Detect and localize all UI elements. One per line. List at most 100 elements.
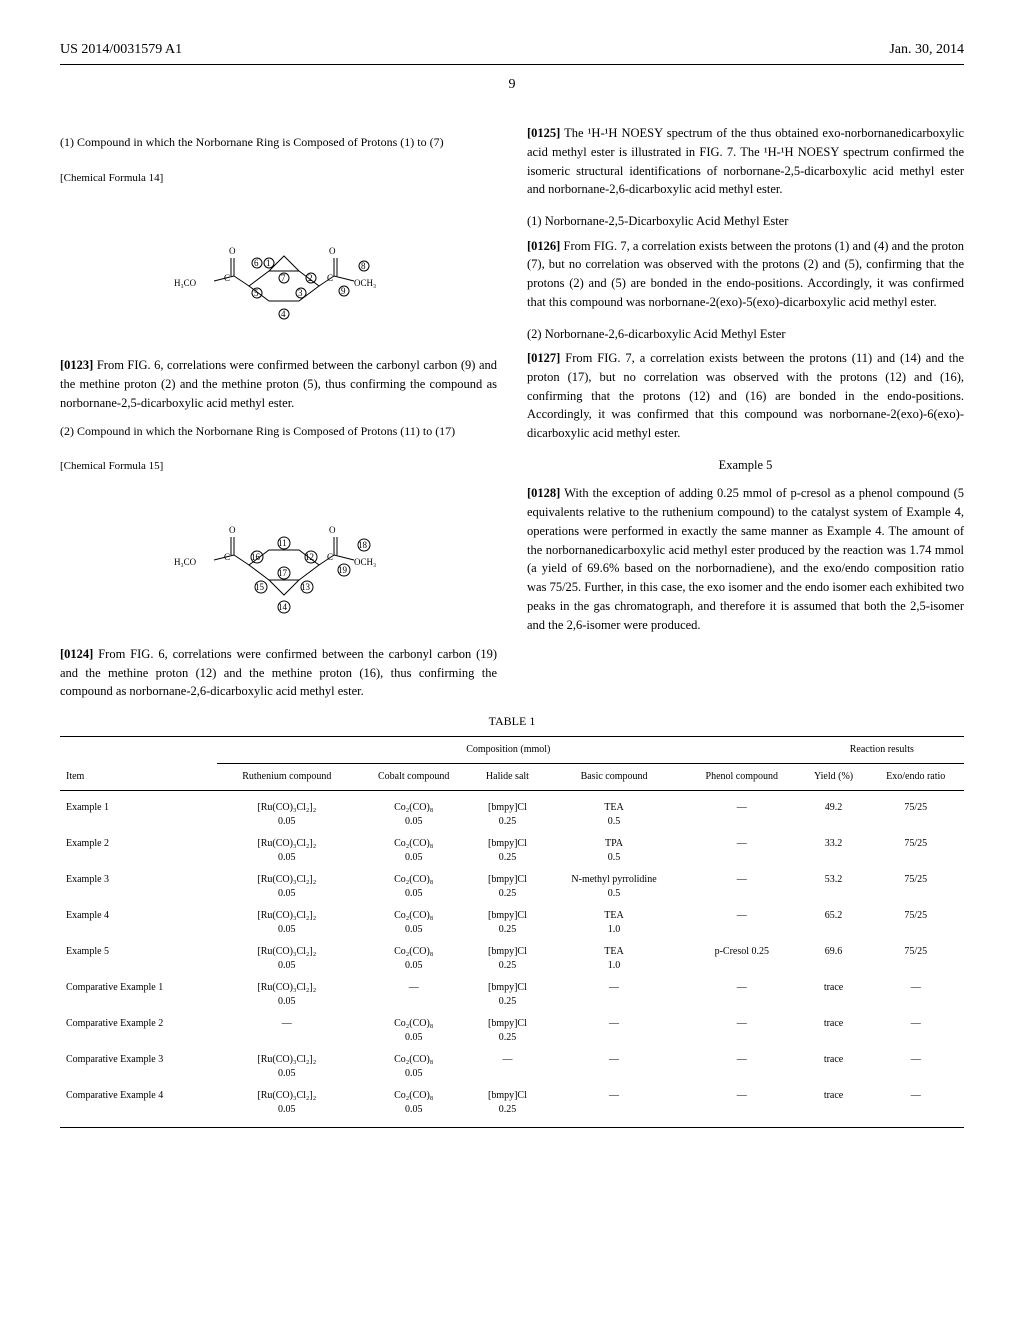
cell-ratio: —: [867, 1049, 964, 1085]
cell-item: Example 3: [60, 869, 217, 905]
page-number: 9: [60, 75, 964, 95]
th-results: Reaction results: [800, 736, 964, 763]
cell-co: Co₂(CO)₈0.05: [357, 1085, 471, 1128]
svg-text:C: C: [327, 273, 333, 283]
svg-text:12: 12: [305, 552, 314, 562]
cell-co: Co₂(CO)₈0.05: [357, 905, 471, 941]
th-basic: Basic compound: [544, 763, 684, 790]
cell-co: Co₂(CO)₈0.05: [357, 869, 471, 905]
para-0124-num: [0124]: [60, 647, 93, 661]
cell-phe: —: [684, 833, 800, 869]
formula14-label: [Chemical Formula 14]: [60, 171, 497, 186]
cell-hal: [bmpy]Cl0.25: [471, 977, 544, 1013]
para-0126-text: From FIG. 7, a correlation exists betwee…: [527, 239, 964, 309]
svg-text:8: 8: [361, 261, 366, 271]
table-row: Example 4[Ru(CO)₃Cl₂]₂0.05Co₂(CO)₈0.05[b…: [60, 905, 964, 941]
cell-yield: trace: [800, 977, 868, 1013]
para-0128-text: With the exception of adding 0.25 mmol o…: [527, 486, 964, 631]
patent-number: US 2014/0031579 A1: [60, 40, 182, 60]
cell-hal: [bmpy]Cl0.25: [471, 941, 544, 977]
main-content: (1) Compound in which the Norbornane Rin…: [60, 124, 964, 703]
cell-base: N-methyl pyrrolidine0.5: [544, 869, 684, 905]
cell-hal: [bmpy]Cl0.25: [471, 1085, 544, 1128]
para-0123-text: From FIG. 6, correlations were confirmed…: [60, 358, 497, 410]
para-0126-num: [0126]: [527, 239, 560, 253]
para-0123: [0123] From FIG. 6, correlations were co…: [60, 356, 497, 412]
svg-text:16: 16: [251, 552, 261, 562]
cell-ratio: 75/25: [867, 833, 964, 869]
cell-co: Co₂(CO)₈0.05: [357, 833, 471, 869]
th-yield: Yield (%): [800, 763, 868, 790]
cell-co: Co₂(CO)₈0.05: [357, 1013, 471, 1049]
cell-item: Comparative Example 2: [60, 1013, 217, 1049]
cell-yield: trace: [800, 1085, 868, 1128]
cell-yield: 69.6: [800, 941, 868, 977]
cell-base: —: [544, 977, 684, 1013]
cell-ratio: 75/25: [867, 790, 964, 833]
cell-ratio: 75/25: [867, 869, 964, 905]
para-0124: [0124] From FIG. 6, correlations were co…: [60, 645, 497, 701]
cell-base: —: [544, 1085, 684, 1128]
cell-yield: 33.2: [800, 833, 868, 869]
cell-ru: [Ru(CO)₃Cl₂]₂0.05: [217, 869, 357, 905]
table-row: Example 1[Ru(CO)₃Cl₂]₂0.05Co₂(CO)₈0.05[b…: [60, 790, 964, 833]
cell-ru: [Ru(CO)₃Cl₂]₂0.05: [217, 1085, 357, 1128]
cell-co: Co₂(CO)₈0.05: [357, 941, 471, 977]
cell-base: TEA0.5: [544, 790, 684, 833]
cell-item: Example 1: [60, 790, 217, 833]
th-composition: Composition (mmol): [217, 736, 800, 763]
svg-text:11: 11: [278, 538, 287, 548]
cell-item: Example 5: [60, 941, 217, 977]
right-column: [0125] The ¹H-¹H NOESY spectrum of the t…: [527, 124, 964, 703]
svg-text:6: 6: [254, 258, 259, 268]
svg-text:C: C: [224, 273, 230, 283]
th-ratio: Exo/endo ratio: [867, 763, 964, 790]
cell-ru: [Ru(CO)₃Cl₂]₂0.05: [217, 977, 357, 1013]
table-body: Example 1[Ru(CO)₃Cl₂]₂0.05Co₂(CO)₈0.05[b…: [60, 790, 964, 1127]
cell-hal: [bmpy]Cl0.25: [471, 1013, 544, 1049]
patent-date: Jan. 30, 2014: [889, 40, 964, 60]
svg-text:19: 19: [338, 565, 348, 575]
cell-ratio: 75/25: [867, 941, 964, 977]
chemical-formula-14: 1 2 3 4 5 6 7 8 9 O O OCH₃ H₃CO C C: [60, 196, 497, 336]
para-0127: [0127] From FIG. 7, a correlation exists…: [527, 349, 964, 443]
cell-ru: [Ru(CO)₃Cl₂]₂0.05: [217, 1049, 357, 1085]
cell-hal: [bmpy]Cl0.25: [471, 905, 544, 941]
cell-item: Comparative Example 3: [60, 1049, 217, 1085]
para-0125: [0125] The ¹H-¹H NOESY spectrum of the t…: [527, 124, 964, 199]
th-halide: Halide salt: [471, 763, 544, 790]
svg-text:13: 13: [301, 582, 311, 592]
cell-phe: p-Cresol 0.25: [684, 941, 800, 977]
svg-text:9: 9: [341, 286, 346, 296]
formula14-svg: 1 2 3 4 5 6 7 8 9 O O OCH₃ H₃CO C C: [169, 196, 389, 336]
svg-text:15: 15: [255, 582, 265, 592]
cell-phe: —: [684, 1013, 800, 1049]
table-row: Example 5[Ru(CO)₃Cl₂]₂0.05Co₂(CO)₈0.05[b…: [60, 941, 964, 977]
cell-co: Co₂(CO)₈0.05: [357, 1049, 471, 1085]
heading-1: (1) Norbornane-2,5-Dicarboxylic Acid Met…: [527, 213, 964, 231]
para-0126: [0126] From FIG. 7, a correlation exists…: [527, 237, 964, 312]
para-0128: [0128] With the exception of adding 0.25…: [527, 484, 964, 634]
para-0128-num: [0128]: [527, 486, 560, 500]
formula15-label: [Chemical Formula 15]: [60, 459, 497, 474]
svg-text:3: 3: [298, 288, 303, 298]
th-cobalt: Cobalt compound: [357, 763, 471, 790]
cell-phe: —: [684, 1085, 800, 1128]
table-row: Comparative Example 4[Ru(CO)₃Cl₂]₂0.05Co…: [60, 1085, 964, 1128]
para-0123-num: [0123]: [60, 358, 93, 372]
left-column: (1) Compound in which the Norbornane Rin…: [60, 124, 497, 703]
cell-ru: [Ru(CO)₃Cl₂]₂0.05: [217, 905, 357, 941]
cell-phe: —: [684, 905, 800, 941]
svg-text:2: 2: [308, 273, 313, 283]
para-0124-text: From FIG. 6, correlations were confirmed…: [60, 647, 497, 699]
svg-text:OCH₃: OCH₃: [354, 557, 376, 567]
cell-base: —: [544, 1013, 684, 1049]
cell-phe: —: [684, 977, 800, 1013]
cell-hal: —: [471, 1049, 544, 1085]
cell-ratio: 75/25: [867, 905, 964, 941]
table-row: Comparative Example 1[Ru(CO)₃Cl₂]₂0.05—[…: [60, 977, 964, 1013]
cell-yield: trace: [800, 1049, 868, 1085]
heading-2: (2) Norbornane-2,6-dicarboxylic Acid Met…: [527, 326, 964, 344]
cell-base: TPA0.5: [544, 833, 684, 869]
svg-text:18: 18: [358, 540, 368, 550]
